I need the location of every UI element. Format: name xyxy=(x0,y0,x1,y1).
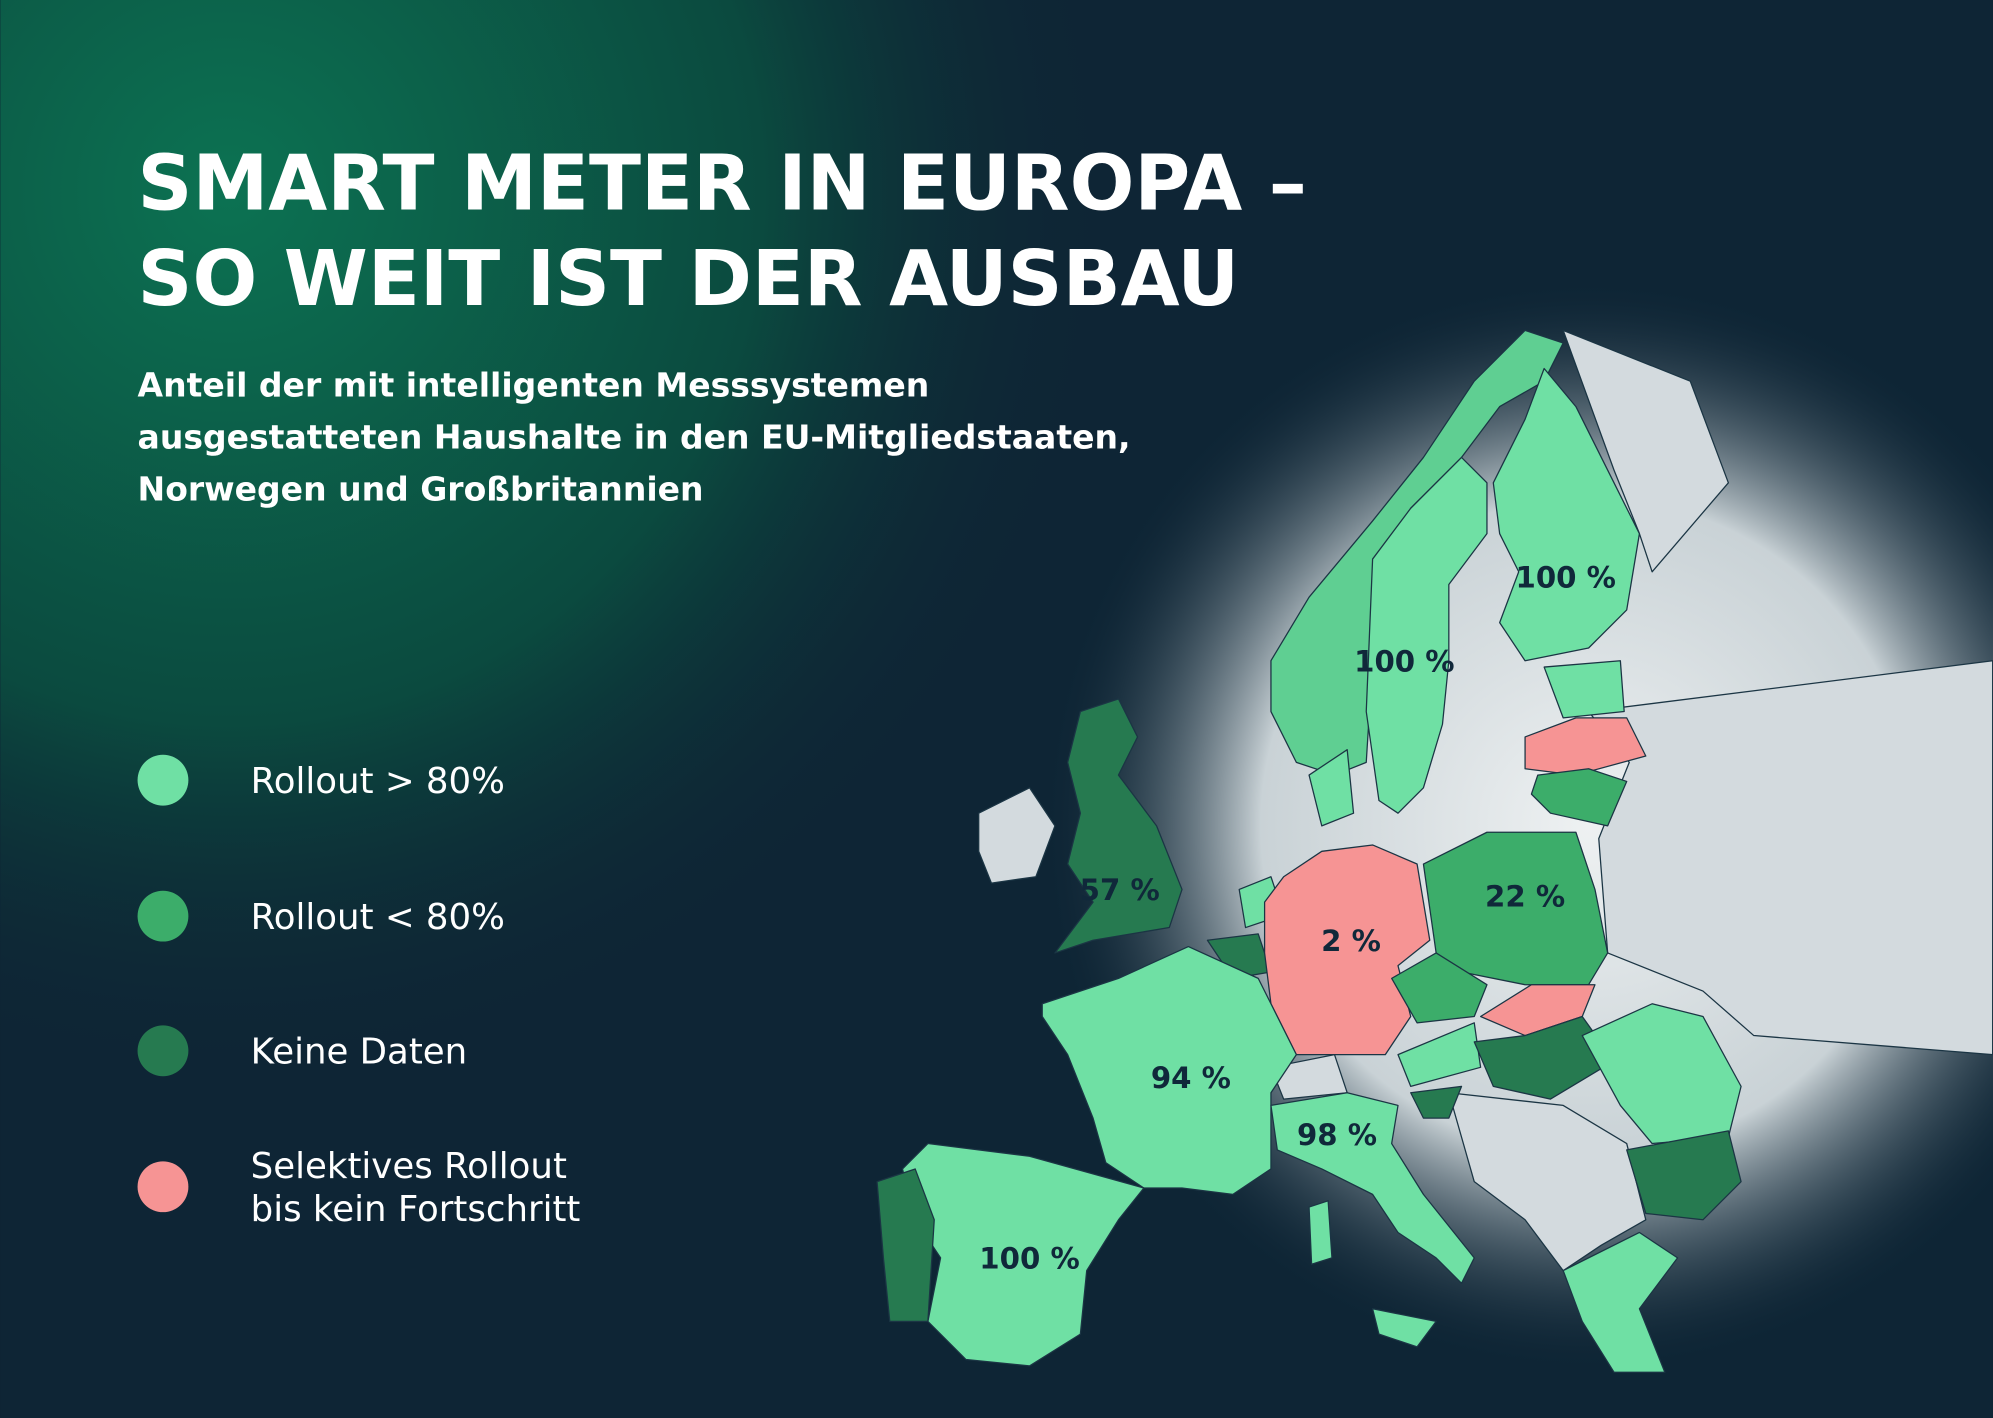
map-glow xyxy=(1042,279,1993,1373)
country-shape xyxy=(1626,1130,1742,1221)
region-label: 100 % xyxy=(1354,644,1454,678)
country-shape xyxy=(1492,367,1641,662)
country-shape xyxy=(1448,1092,1647,1272)
map xyxy=(876,329,1993,1373)
legend-swatch xyxy=(137,1025,189,1077)
country-shape xyxy=(1365,456,1488,814)
subtitle: Anteil der mit intelligenten Messsysteme… xyxy=(138,365,930,404)
region-label: 22 % xyxy=(1485,879,1565,913)
legend-swatch xyxy=(137,754,189,806)
title: SMART METER IN EUROPA – xyxy=(138,139,1307,228)
region-label: 2 % xyxy=(1321,924,1381,958)
country-shape xyxy=(1270,1092,1475,1284)
region-label: 100 % xyxy=(979,1241,1079,1275)
country-shape xyxy=(1410,1085,1463,1119)
legend-label: bis kein Fortschritt xyxy=(251,1189,581,1230)
country-shape xyxy=(1562,1231,1679,1373)
region-label: 57 % xyxy=(1080,873,1160,907)
country-shape xyxy=(1562,329,1730,573)
legend-swatch xyxy=(137,1161,189,1213)
legend-label: Rollout > 80% xyxy=(251,761,505,802)
country-shape xyxy=(978,787,1056,884)
country-shape xyxy=(1371,1308,1437,1348)
subtitle: ausgestatteten Haushalte in den EU-Mitgl… xyxy=(138,418,1131,457)
title: SO WEIT IST DER AUSBAU xyxy=(138,234,1240,323)
legend-label: Selektives Rollout xyxy=(251,1146,567,1187)
country-shape xyxy=(1524,717,1647,776)
region-label: 94 % xyxy=(1151,1061,1231,1095)
country-shape xyxy=(1041,945,1297,1196)
region-label: 98 % xyxy=(1297,1118,1377,1152)
subtitle: Norwegen und Großbritannien xyxy=(138,470,704,509)
country-shape xyxy=(1054,698,1183,954)
country-shape xyxy=(1397,1022,1482,1088)
legend-swatch xyxy=(137,890,189,942)
country-shape xyxy=(1581,1003,1742,1145)
country-shape xyxy=(1530,768,1628,827)
country-shape xyxy=(1308,749,1355,827)
country-shape xyxy=(876,1168,935,1323)
country-shape xyxy=(1391,952,1488,1024)
country-shape xyxy=(1543,660,1625,719)
legend-label: Rollout < 80% xyxy=(251,897,505,938)
legend: Rollout > 80% Rollout < 80% Keine Daten Sel… xyxy=(137,754,581,1230)
country-shape xyxy=(1308,1200,1333,1265)
region-label: 100 % xyxy=(1516,560,1616,594)
country-shape xyxy=(1479,984,1596,1037)
legend-label: Keine Daten xyxy=(251,1032,468,1073)
region-labels: 100 % 100 % 57 % 2 % 22 % 94 % 98 % 100 % xyxy=(979,560,1616,1275)
